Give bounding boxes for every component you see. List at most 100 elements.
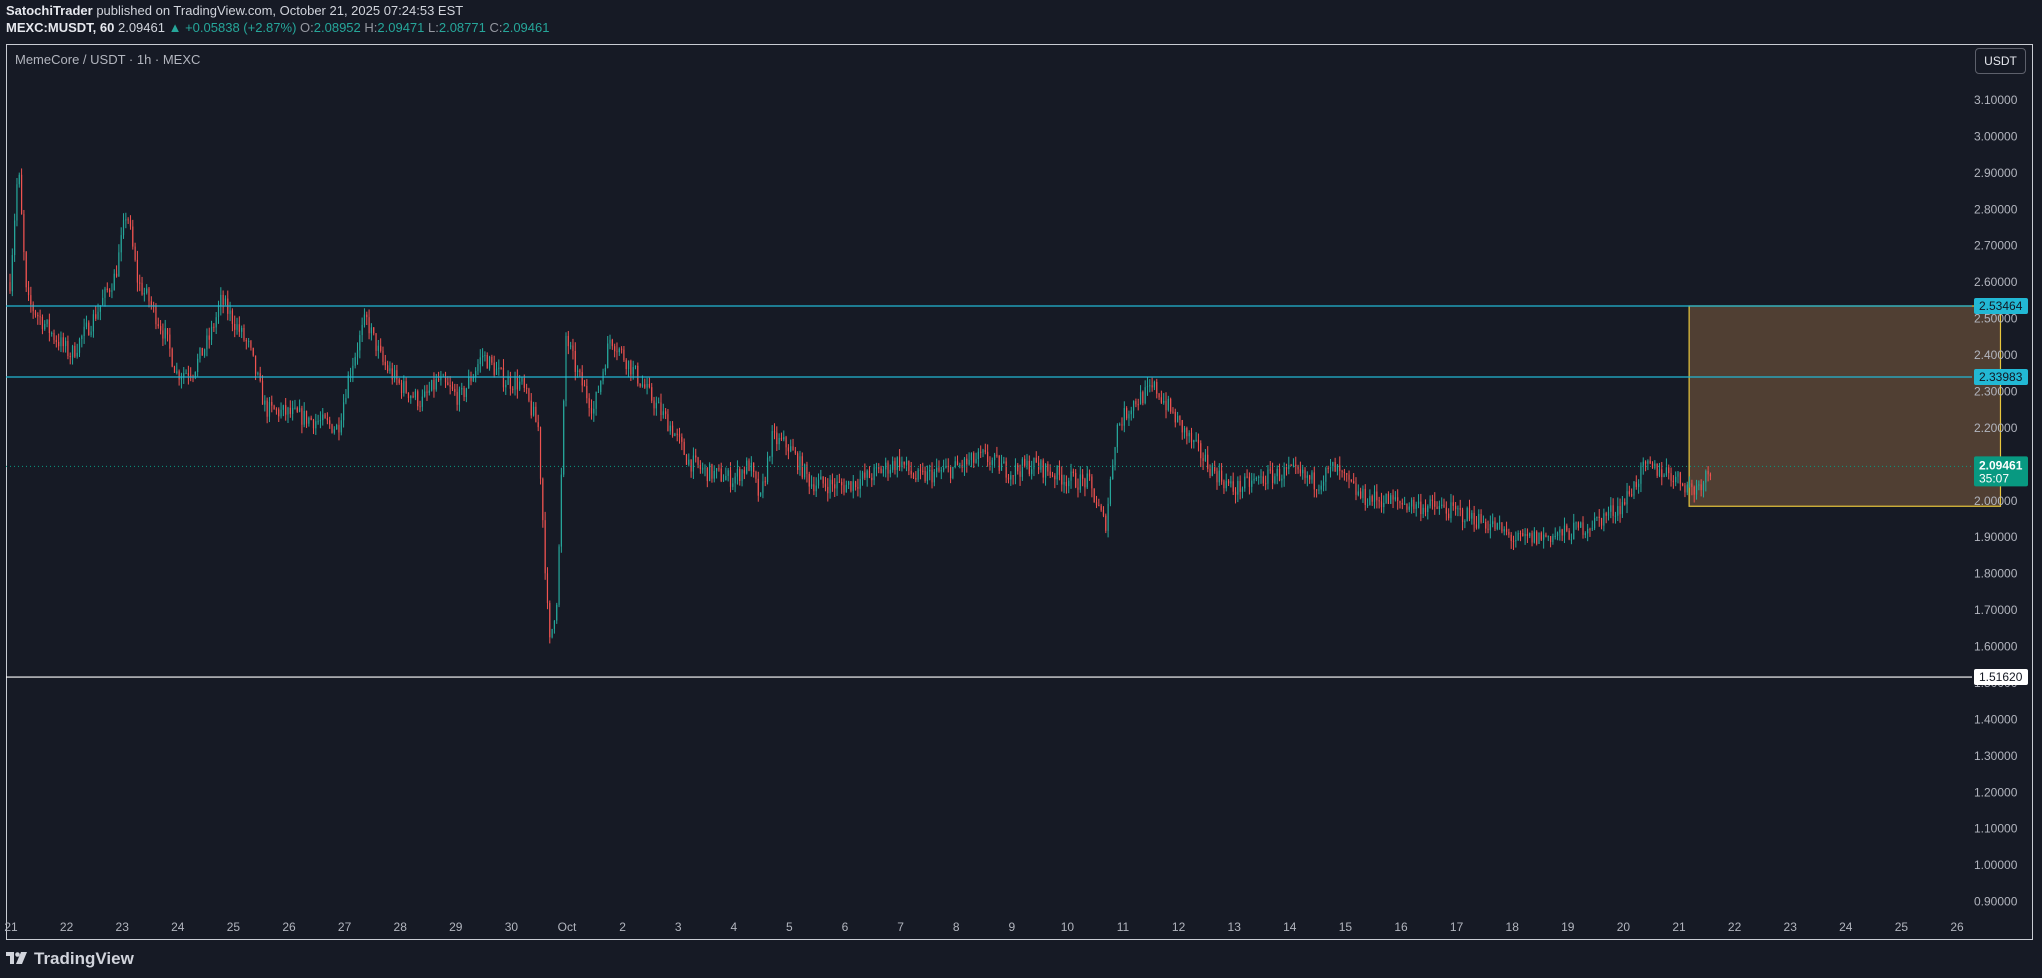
author-name[interactable]: SatochiTrader (6, 3, 93, 18)
candle-body (238, 324, 240, 332)
candle-body (1065, 481, 1067, 487)
candle-body (926, 471, 928, 481)
candle-body (1413, 499, 1415, 509)
candle-body (1126, 408, 1128, 419)
candle-body (317, 421, 319, 423)
x-tick-label: 4 (730, 920, 737, 934)
candle-body (1422, 507, 1424, 515)
candle-body (1181, 420, 1183, 433)
y-tick-label: 2.30000 (1974, 384, 2018, 398)
last-price-badge-bg (1974, 456, 2028, 487)
candle-body (1408, 506, 1410, 510)
candle-body (1336, 465, 1339, 472)
candle-body (509, 377, 511, 389)
candle-body (71, 345, 74, 358)
candle-body (55, 340, 57, 342)
candle-body (424, 391, 426, 397)
x-tick-label: 15 (1339, 920, 1353, 934)
close-label: C: (489, 20, 503, 35)
candle-body (1304, 469, 1306, 478)
candle-body (1179, 415, 1181, 421)
price-tag-2: 2.33983 (1979, 370, 2023, 384)
candle-body (1371, 496, 1373, 502)
candle-body (660, 402, 662, 416)
candle-body (1357, 491, 1359, 495)
x-tick-label: 28 (394, 920, 408, 934)
candle-body (1209, 468, 1211, 476)
candle-body (1598, 516, 1600, 518)
candle-body (760, 492, 762, 496)
candle-body (1424, 507, 1427, 513)
candle-body (829, 479, 831, 494)
candle-body (901, 461, 903, 468)
candle-body (1216, 471, 1218, 483)
candle-body (917, 469, 919, 480)
candle-body (178, 371, 180, 380)
candle-body (690, 459, 692, 472)
x-tick-label: 10 (1061, 920, 1075, 934)
candle-body (491, 356, 493, 363)
candle-body (1195, 439, 1197, 441)
candle-body (1281, 478, 1283, 481)
candle-body (933, 471, 935, 483)
candle-body (294, 407, 296, 409)
candle-body (1628, 491, 1630, 495)
candle-body (1561, 529, 1563, 536)
open-value: 2.08952 (313, 20, 361, 35)
y-tick-label: 0.90000 (1974, 895, 2018, 909)
candle-body (1341, 470, 1343, 472)
chart-pane[interactable] (6, 44, 2033, 940)
candle-body (1452, 502, 1454, 506)
x-tick-label: 21 (1672, 920, 1686, 934)
candle-body (1605, 513, 1607, 516)
tradingview-logo[interactable]: TradingView (6, 949, 134, 969)
candle-body (1165, 400, 1167, 411)
candle-body (109, 290, 111, 292)
candle-body (264, 400, 266, 405)
candle-body (741, 470, 743, 482)
candle-body (683, 441, 685, 455)
candle-body (1404, 503, 1406, 505)
candle-body (1262, 476, 1264, 484)
candle-body (387, 365, 389, 372)
candle-body (892, 461, 894, 470)
candle-body (1230, 481, 1232, 484)
candle-body (405, 381, 407, 393)
candle-body (1283, 467, 1285, 479)
symbol-label: MEXC:MUSDT, 60 (6, 20, 115, 35)
candle-body (688, 459, 690, 465)
x-tick-label: 6 (842, 920, 849, 934)
x-tick-label: 16 (1394, 920, 1408, 934)
candle-body (1441, 504, 1443, 506)
candle-body (493, 362, 495, 375)
candle-body (1142, 392, 1144, 404)
candle-body (980, 451, 982, 453)
candle-body (854, 481, 857, 488)
candle-body (553, 620, 556, 629)
candle-body (336, 424, 338, 430)
candle-body (1010, 475, 1012, 480)
candle-body (1434, 501, 1436, 507)
candle-body (303, 410, 305, 425)
time-axis[interactable]: 21 22 23 24 25 26 27 28 29 30 Oct 2 3 4 5 6 7 8 9 10 11 12 13 1… (4, 920, 1964, 934)
candle-body (169, 334, 171, 349)
candle-body (595, 391, 597, 409)
currency-button[interactable]: USDT (1975, 48, 2026, 74)
candle-body (32, 304, 34, 312)
candle-body (1132, 401, 1135, 411)
candle-body (1455, 505, 1457, 510)
candle-body (150, 301, 152, 306)
candle-body (1670, 473, 1672, 481)
candle-body (375, 333, 377, 351)
y-tick-label: 1.70000 (1974, 603, 2018, 617)
candle-body (1431, 499, 1434, 502)
candle-body (514, 377, 516, 390)
candle-body (1156, 382, 1158, 394)
candle-body (850, 481, 852, 491)
candle-body (298, 408, 301, 412)
price-axis[interactable]: 3.10000 3.00000 2.90000 2.80000 2.70000 2.600… (1974, 93, 2028, 909)
candle-body (1163, 400, 1165, 403)
candle-body (899, 457, 901, 468)
candle-body (34, 311, 37, 315)
